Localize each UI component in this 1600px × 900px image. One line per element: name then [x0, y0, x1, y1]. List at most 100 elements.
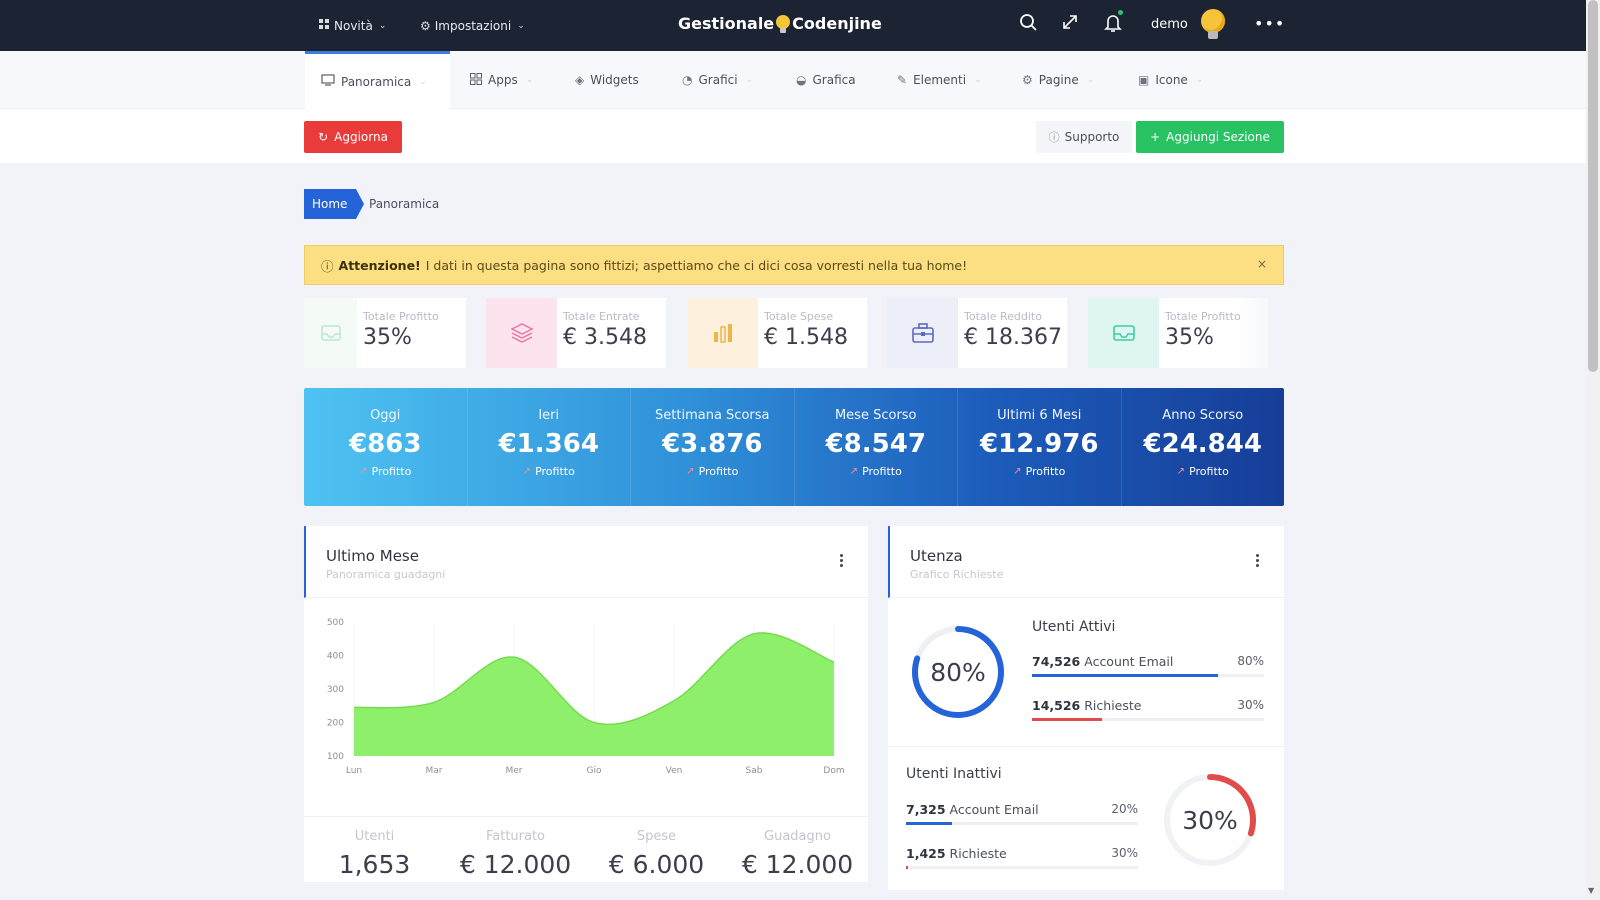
inactive-row-email: 7,325 Account Email 20% [906, 802, 1138, 825]
trend-up-icon: ↗ [849, 466, 859, 477]
summary-tag: Profitto [1025, 465, 1066, 478]
inactive-users-ring: 30% [1164, 774, 1256, 866]
chevron-down-icon: ⌄ [525, 75, 534, 85]
x-tick-label: Ven [666, 766, 683, 776]
support-button[interactable]: ⓘ Supporto [1036, 121, 1132, 153]
card-title: Utenza [910, 547, 963, 565]
total-value: 1,653 [338, 850, 411, 879]
menu-novita[interactable]: Novità ⌄ [319, 0, 386, 51]
nav-icone[interactable]: ▣ Icone ⌄ [1138, 51, 1203, 109]
total-label: Utenti [354, 829, 395, 844]
scroll-down-icon[interactable]: ▼ [1588, 886, 1595, 895]
chevron-down-icon: ⌄ [745, 75, 754, 85]
nav-label: Icone [1155, 73, 1188, 87]
row-label: Richieste [1084, 698, 1142, 713]
menu-impostazioni-label: Impostazioni [434, 18, 512, 33]
search-icon[interactable] [1019, 13, 1043, 37]
avatar[interactable] [1199, 9, 1227, 41]
total-label: Fatturato [485, 829, 546, 844]
total-value: € 12.000 [741, 850, 854, 879]
nav-apps[interactable]: Apps ⌄ [470, 51, 533, 109]
stat-label: Totale Entrate [563, 310, 640, 323]
warning-alert: ⓘ Attenzione! I dati in questa pagina so… [304, 245, 1284, 285]
nav-elementi[interactable]: ✎ Elementi ⌄ [897, 51, 982, 109]
summary-tag: Profitto [698, 465, 739, 478]
series-line [353, 632, 835, 726]
stat-label: Totale Profitto [1165, 310, 1241, 323]
breadcrumb-home[interactable]: Home [304, 189, 364, 219]
kebab-menu-icon[interactable] [1256, 552, 1260, 569]
summary-title: Ultimi 6 Mesi [997, 408, 1082, 423]
layers-icon [486, 298, 557, 368]
main-nav: Panoramica ⌄ Apps ⌄ ◈ Widgets ◔ Grafici … [0, 51, 1586, 109]
more-options-icon[interactable]: ••• [1254, 14, 1286, 33]
menu-impostazioni[interactable]: ⚙ Impostazioni ⌄ [420, 0, 525, 51]
trend-up-icon: ↗ [522, 466, 532, 477]
fullscreen-icon[interactable] [1061, 13, 1085, 37]
nav-widgets[interactable]: ◈ Widgets [575, 51, 639, 109]
stat-value: 35% [363, 325, 412, 350]
total-label: Guadagno [764, 829, 831, 844]
nav-label: Widgets [590, 73, 639, 87]
progress-fill [906, 866, 909, 869]
chevron-down-icon: ⌄ [378, 20, 387, 31]
pen-icon: ✎ [897, 73, 908, 87]
nav-label: Elementi [913, 73, 967, 87]
stat-card: Totale Profitto 35% [1088, 298, 1268, 368]
earnings-card: Ultimo Mese Panoramica guadagni 500 400 30… [304, 526, 868, 882]
card-header: Utenza Grafico Richieste [888, 526, 1284, 598]
stat-label: Totale Profitto [363, 310, 439, 323]
summary-item: Settimana Scorsa €3.876 ↗ Profitto [631, 388, 795, 506]
nav-grafici[interactable]: ◔ Grafici ⌄ [682, 51, 753, 109]
row-count: 1,425 [906, 846, 946, 861]
add-section-button[interactable]: + Aggiungi Sezione [1136, 121, 1284, 153]
pie-icon: ◔ [682, 73, 693, 87]
summary-tag: Profitto [1189, 465, 1229, 478]
chevron-down-icon: ⌄ [1086, 75, 1095, 85]
row-count: 7,325 [906, 802, 946, 817]
x-tick-label: Sab [746, 766, 763, 776]
stat-card: Totale Spese € 1.548 [687, 298, 867, 368]
chevron-down-icon: ⌄ [974, 75, 982, 85]
inactive-ring-label: 30% [1182, 806, 1238, 835]
total-item: Fatturato € 12.000 [445, 817, 586, 882]
nav-label: Pagine [1038, 73, 1079, 87]
add-section-label: Aggiungi Sezione [1166, 130, 1270, 144]
summary-value: €24.844 [1143, 429, 1262, 459]
breadcrumb-home-label: Home [312, 197, 348, 211]
user-name[interactable]: demo [1151, 17, 1188, 32]
area-series [354, 632, 834, 756]
summary-value: €3.876 [662, 429, 763, 459]
top-header: Novità ⌄ ⚙ Impostazioni ⌄ Gestionale Cod… [0, 0, 1586, 51]
app-logo[interactable]: Gestionale Codenjine [678, 14, 882, 33]
summary-value: €1.364 [498, 429, 599, 459]
total-label: Spese [636, 829, 677, 844]
row-label: Account Email [949, 802, 1039, 817]
nav-grafica[interactable]: ◒ Grafica [796, 51, 856, 109]
bell-icon[interactable] [1104, 13, 1128, 37]
kebab-menu-icon[interactable] [840, 552, 844, 569]
row-label: Account Email [1084, 654, 1174, 669]
gear-icon: ⚙ [420, 18, 431, 33]
scrollbar-thumb[interactable] [1588, 0, 1598, 372]
users-card: Utenza Grafico Richieste 80% Utenti Atti… [888, 526, 1284, 890]
close-icon[interactable]: × [1256, 257, 1267, 271]
nav-label: Apps [488, 73, 518, 87]
trend-up-icon: ↗ [686, 466, 695, 477]
chevron-down-icon: ⌄ [1195, 75, 1204, 85]
breadcrumb-current: Panoramica [369, 197, 440, 211]
summary-item: Ultimi 6 Mesi €12.976 ↗ Profitto [958, 388, 1122, 506]
stat-value: € 18.367 [964, 325, 1062, 350]
diamond-icon: ◈ [575, 73, 585, 87]
total-value: € 6.000 [608, 850, 705, 879]
total-item: Utenti 1,653 [304, 817, 445, 882]
summary-item: Mese Scorso €8.547 ↗ Profitto [795, 388, 958, 506]
summary-item: Ieri €1.364 ↗ Profitto [468, 388, 631, 506]
x-tick-label: Lun [346, 766, 362, 776]
nav-panoramica[interactable]: Panoramica ⌄ [305, 51, 450, 109]
nav-pagine[interactable]: ⚙ Pagine ⌄ [1022, 51, 1094, 109]
refresh-button[interactable]: ↻ Aggiorna [304, 121, 402, 153]
summary-value: €863 [349, 429, 422, 459]
summary-item: Oggi €863 ↗ Profitto [304, 388, 468, 506]
active-row-requests: 14,526 Richieste 30% [1032, 698, 1264, 721]
